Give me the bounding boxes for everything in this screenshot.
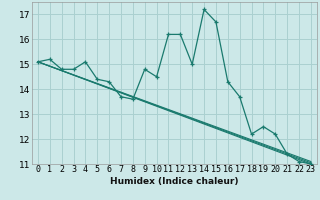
X-axis label: Humidex (Indice chaleur): Humidex (Indice chaleur)	[110, 177, 239, 186]
